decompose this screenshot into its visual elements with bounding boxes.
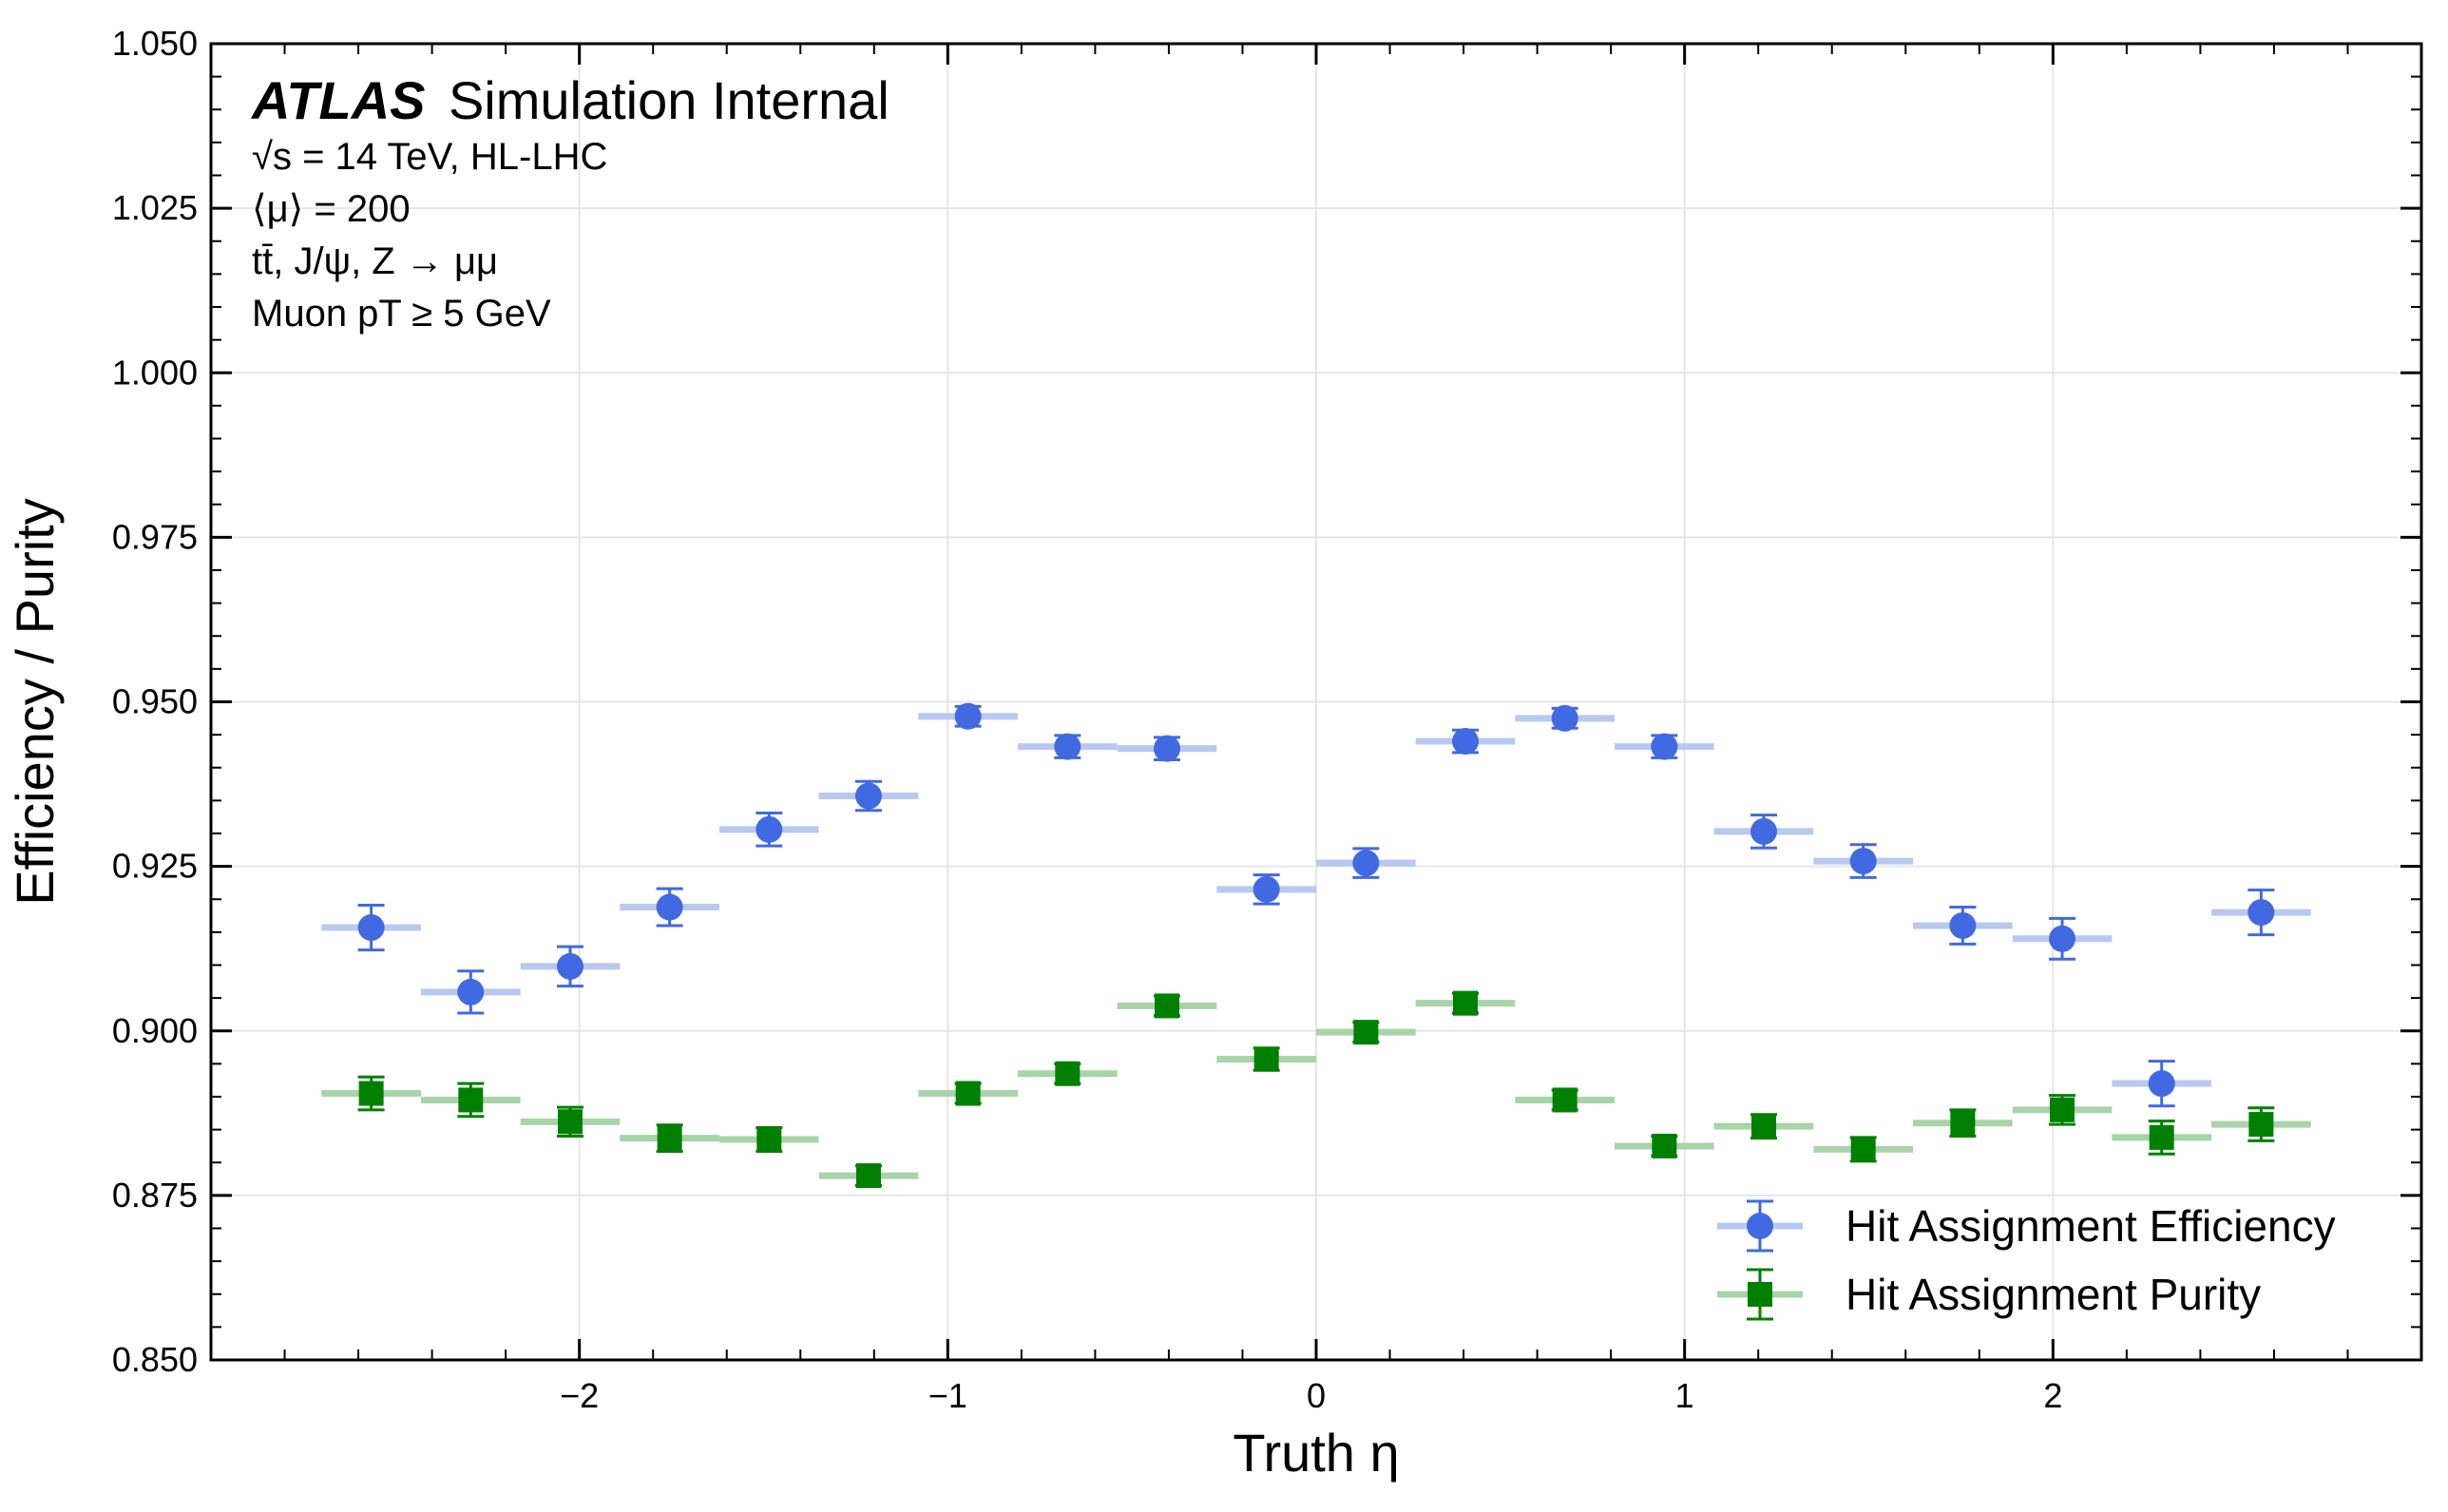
data-point bbox=[955, 1081, 981, 1106]
data-point bbox=[457, 978, 485, 1005]
data-point bbox=[1850, 1137, 1876, 1162]
series-efficiency bbox=[321, 702, 2311, 1108]
data-point bbox=[2148, 1070, 2175, 1098]
data-point bbox=[1453, 990, 1479, 1016]
x-tick-label: −2 bbox=[560, 1376, 599, 1415]
series-purity bbox=[321, 990, 2311, 1189]
data-point bbox=[357, 914, 385, 942]
process-label: tt̄, J/ψ, Z → μμ bbox=[252, 240, 498, 282]
x-tick-label: 1 bbox=[1675, 1376, 1694, 1415]
legend-marker bbox=[1748, 1282, 1772, 1307]
data-point bbox=[1054, 733, 1081, 760]
grid bbox=[211, 43, 2421, 1361]
data-point bbox=[458, 1087, 484, 1113]
data-point bbox=[1750, 817, 1778, 845]
data-point bbox=[854, 782, 882, 810]
data-point bbox=[1751, 1114, 1777, 1139]
y-tick-label: 1.000 bbox=[112, 353, 198, 392]
data-point bbox=[1352, 850, 1380, 877]
y-axis-label: Efficiency / Purity bbox=[5, 498, 65, 905]
data-point bbox=[1253, 1046, 1279, 1072]
data-point bbox=[1055, 1061, 1081, 1086]
data-point bbox=[2248, 1112, 2274, 1138]
data-point bbox=[1353, 1020, 1379, 1045]
x-tick-label: 2 bbox=[2043, 1376, 2062, 1415]
legend-label: Hit Assignment Efficiency bbox=[1846, 1201, 2336, 1251]
data-point bbox=[1949, 911, 1977, 939]
data-point bbox=[1651, 733, 1678, 760]
simulation-label: Simulation Internal bbox=[449, 70, 889, 130]
pt-cut-label: Muon pT ≥ 5 GeV bbox=[252, 293, 551, 335]
legend-label: Hit Assignment Purity bbox=[1846, 1270, 2261, 1319]
series-layer bbox=[321, 702, 2311, 1189]
atlas-annotation: ATLAS Simulation Internal √s = 14 TeV, H… bbox=[250, 70, 889, 335]
data-point bbox=[358, 1081, 384, 1106]
y-tick-label: 0.850 bbox=[112, 1340, 198, 1379]
data-point bbox=[1253, 875, 1280, 903]
data-point bbox=[556, 952, 583, 980]
data-point bbox=[2247, 899, 2275, 927]
data-point bbox=[657, 1125, 682, 1151]
data-point bbox=[1551, 704, 1578, 732]
data-point bbox=[954, 702, 982, 730]
energy-label: √s = 14 TeV, HL-LHC bbox=[252, 136, 607, 178]
pileup-label: ⟨μ⟩ = 200 bbox=[252, 188, 411, 230]
data-point bbox=[2149, 1124, 2174, 1150]
data-point bbox=[1849, 848, 1877, 875]
data-point bbox=[557, 1109, 583, 1135]
atlas-title: ATLAS Simulation Internal bbox=[250, 70, 889, 130]
data-point bbox=[2050, 1097, 2075, 1122]
legend-marker bbox=[1747, 1213, 1773, 1239]
x-tick-label: 0 bbox=[1307, 1376, 1326, 1415]
y-tick-label: 1.025 bbox=[112, 188, 198, 227]
data-point bbox=[2049, 925, 2076, 952]
data-point bbox=[1153, 735, 1180, 762]
x-tick-label: −1 bbox=[928, 1376, 967, 1415]
legend: Hit Assignment Efficiency Hit Assignment … bbox=[1717, 1199, 2336, 1321]
x-axis-label: Truth η bbox=[1233, 1423, 1399, 1483]
y-tick-label: 1.050 bbox=[112, 24, 198, 63]
data-point bbox=[755, 815, 783, 843]
y-tick-label: 0.950 bbox=[112, 682, 198, 721]
y-tick-label: 0.875 bbox=[112, 1176, 198, 1215]
data-point bbox=[1950, 1110, 1976, 1136]
atlas-label: ATLAS bbox=[250, 70, 426, 130]
y-tick-label: 0.925 bbox=[112, 847, 198, 886]
data-point bbox=[656, 893, 683, 921]
data-point bbox=[1652, 1133, 1677, 1158]
axis-ticks: 0.850 0.875 0.900 0.925 0.950 0.975 1.000 1.025… bbox=[112, 24, 2421, 1415]
data-point bbox=[1452, 728, 1480, 756]
data-point bbox=[855, 1163, 881, 1189]
data-point bbox=[1154, 993, 1179, 1019]
y-tick-label: 0.900 bbox=[112, 1011, 198, 1050]
data-point bbox=[756, 1127, 782, 1153]
data-point bbox=[1552, 1087, 1578, 1113]
y-tick-label: 0.975 bbox=[112, 517, 198, 556]
